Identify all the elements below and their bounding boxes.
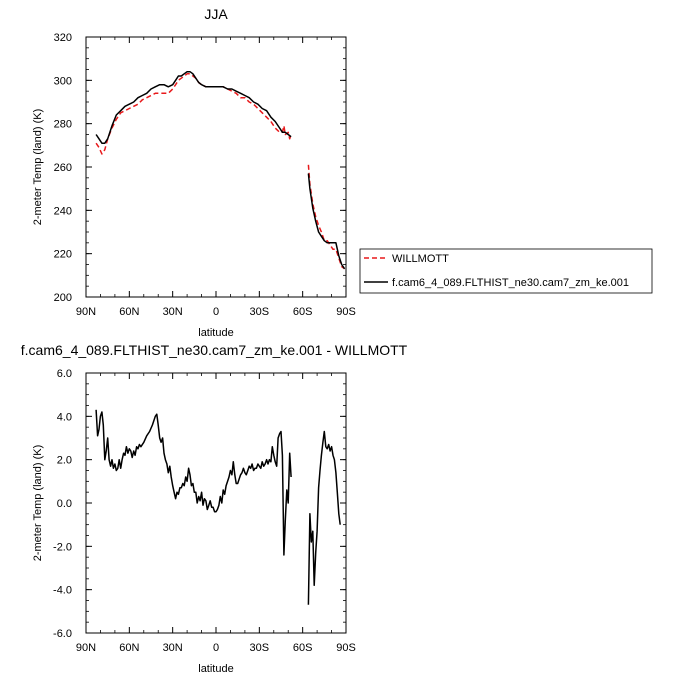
bottom-xtick-label: 60N (119, 642, 139, 654)
top-xtick-label: 30N (163, 306, 183, 318)
bottom-ytick-label: 2.0 (57, 455, 72, 467)
legend-box (359, 248, 653, 294)
bottom-ytick-label: 6.0 (57, 368, 72, 380)
top-series-line-f-cam6-4-089-flthist-ne30-cam7-zm-ke-001 (95, 70, 292, 144)
bottom-plot-tick-labels: 90N 60N 30N 0 30S 60S 90S -6.0 -4.0 -2.0 0.0 2.0 4.0… (53, 368, 356, 654)
top-ytick-label: 220 (54, 249, 72, 261)
top-xtick-label: 90N (76, 306, 96, 318)
top-series-line-f-cam6-4-089-flthist-ne30-cam7-zm-ke-001 (307, 173, 346, 270)
legend: WILLMOTT f.cam6_4_089.FLTHIST_ne30.cam7_… (359, 248, 653, 294)
bottom-plot-ticks (85, 372, 347, 634)
bottom-ytick-label: -2.0 (53, 541, 72, 553)
bottom-series-line-difference (95, 409, 292, 556)
top-xtick-label: 0 (213, 306, 219, 318)
top-ytick-label: 200 (54, 292, 72, 304)
bottom-ytick-label: 0.0 (57, 498, 72, 510)
legend-label-willmott: WILLMOTT (392, 253, 449, 265)
bottom-series-line-difference (307, 430, 341, 605)
top-plot-series (95, 70, 346, 270)
top-xtick-label: 60S (293, 306, 313, 318)
bottom-plot-frame (85, 372, 347, 634)
top-ytick-label: 320 (54, 32, 72, 44)
bottom-plot-panel: f.cam6_4_089.FLTHIST_ne30.cam7_zm_ke.001… (21, 342, 408, 675)
top-ytick-label: 260 (54, 162, 72, 174)
top-ytick-label: 300 (54, 75, 72, 87)
top-plot-xlabel: latitude (198, 327, 233, 339)
top-xtick-label: 60N (119, 306, 139, 318)
top-plot-frame (85, 36, 347, 298)
bottom-ytick-label: 4.0 (57, 411, 72, 423)
bottom-xtick-label: 90S (336, 642, 356, 654)
top-series-line-willmott (95, 73, 292, 155)
top-plot-tick-labels: 90N 60N 30N 0 30S 60S 90S 200 220 240 260 280 300 320 (54, 32, 356, 318)
top-series-line-willmott (307, 164, 346, 270)
bottom-plot-ylabel: 2-meter Temp (land) (K) (32, 445, 44, 562)
top-plot-ylabel: 2-meter Temp (land) (K) (32, 109, 44, 226)
bottom-xtick-label: 30N (163, 642, 183, 654)
top-plot-title: JJA (204, 6, 228, 22)
top-plot-ticks (85, 36, 347, 298)
bottom-xtick-label: 60S (293, 642, 313, 654)
bottom-xtick-label: 90N (76, 642, 96, 654)
bottom-ytick-label: -6.0 (53, 628, 72, 640)
bottom-plot-xlabel: latitude (198, 663, 233, 675)
bottom-plot-series (95, 409, 341, 605)
top-xtick-label: 30S (250, 306, 270, 318)
top-xtick-label: 90S (336, 306, 356, 318)
bottom-ytick-label: -4.0 (53, 585, 72, 597)
top-plot-panel: JJA 90N 60N 30N 0 30S 60S 90S 200 220 240 260 280 30… (32, 6, 356, 339)
legend-label-model: f.cam6_4_089.FLTHIST_ne30.cam7_zm_ke.001 (392, 277, 629, 289)
top-ytick-label: 280 (54, 119, 72, 131)
top-ytick-label: 240 (54, 205, 72, 217)
bottom-plot-title: f.cam6_4_089.FLTHIST_ne30.cam7_zm_ke.001… (21, 342, 408, 358)
bottom-xtick-label: 0 (213, 642, 219, 654)
bottom-xtick-label: 30S (250, 642, 270, 654)
